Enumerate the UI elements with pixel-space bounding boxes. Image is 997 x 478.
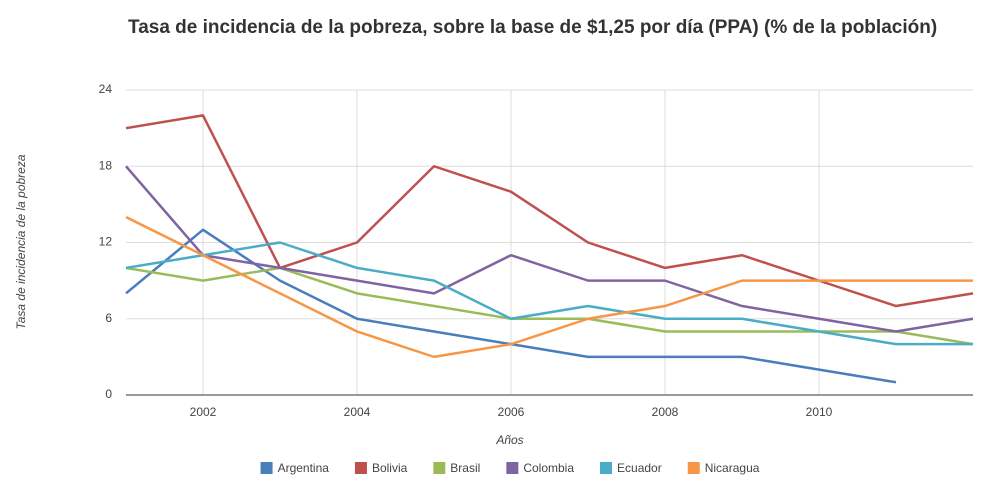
line-series: [125, 215, 973, 359]
line-series: [125, 241, 973, 346]
x-tick-label: 2006: [498, 405, 525, 419]
y-tick-label: 6: [105, 311, 112, 325]
legend-label: Nicaragua: [705, 461, 760, 475]
x-tick-label: 2008: [652, 405, 679, 419]
y-axis-label: Tasa de incidencia de la pobreza: [14, 154, 28, 329]
line-series: [125, 165, 974, 333]
x-tick-label: 2010: [806, 405, 833, 419]
legend-swatch: [433, 462, 446, 474]
legend-swatch: [506, 462, 519, 474]
legend-label: Colombia: [523, 461, 574, 475]
legend-label: Bolivia: [372, 461, 408, 475]
x-tick-label: 2002: [190, 405, 217, 419]
line-series: [125, 266, 974, 346]
line-series: [125, 114, 974, 308]
legend-label: Argentina: [278, 461, 330, 475]
x-axis-label: Años: [495, 433, 523, 447]
x-tick-label: 2004: [344, 405, 371, 419]
y-tick-label: 0: [105, 387, 112, 401]
legend-swatch: [600, 462, 613, 474]
legend-label: Brasil: [450, 461, 480, 475]
legend-label: Ecuador: [617, 461, 662, 475]
legend-swatch: [354, 462, 367, 474]
y-tick-label: 24: [99, 82, 113, 96]
y-tick-label: 12: [99, 235, 113, 249]
legend-swatch: [260, 462, 273, 474]
y-tick-label: 18: [99, 158, 113, 172]
legend-swatch: [687, 462, 700, 474]
chart-title: Tasa de incidencia de la pobreza, sobre …: [128, 17, 938, 38]
